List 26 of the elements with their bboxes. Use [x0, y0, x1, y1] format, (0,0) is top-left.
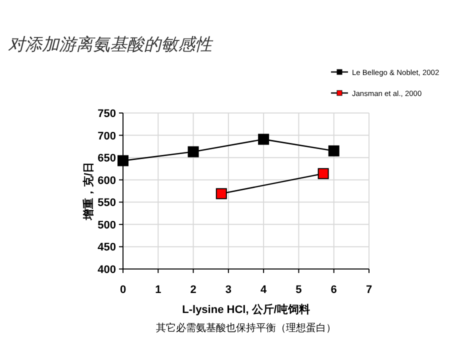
x-tick-label: 2 [190, 284, 196, 296]
x-tick-label: 0 [120, 284, 126, 296]
point [188, 146, 199, 158]
y-tick-label: 650 [98, 152, 116, 165]
x-axis-title: L-lysine HCl, 公斤/吨饲料 [182, 303, 310, 316]
y-tick-label: 700 [98, 130, 116, 142]
y-tick-label: 600 [98, 174, 116, 187]
point [328, 145, 340, 156]
x-tick-label: 4 [260, 284, 268, 296]
point [318, 168, 329, 180]
y-tick-label: 550 [98, 197, 116, 210]
chart-title: 对添加游离氨基酸的敏感性 [8, 35, 214, 54]
y-axis-title: 增重，克/日 [82, 162, 95, 222]
x-tick-label: 7 [366, 284, 372, 296]
x-tick-label: 3 [225, 284, 232, 296]
x-tick-label: 6 [330, 284, 337, 296]
point [258, 134, 270, 145]
point [216, 188, 227, 200]
y-tick-label: 750 [98, 108, 116, 120]
y-tick-label: 400 [98, 264, 116, 276]
x-tick-label: 1 [155, 284, 162, 296]
text: 其它必需氨基酸也保持平衡（理想蛋白） [156, 322, 336, 334]
x-tick-label: 5 [296, 284, 302, 296]
y-tick-label: 450 [98, 242, 116, 254]
point [118, 155, 128, 166]
y-tick-label: 500 [98, 219, 116, 232]
